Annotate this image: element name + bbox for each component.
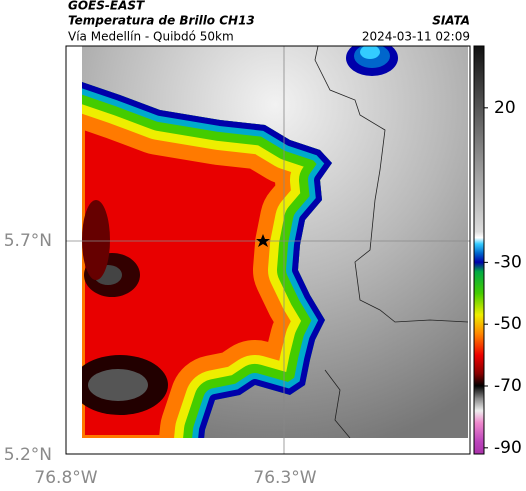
y-axis-label: 5.2°N: [4, 445, 52, 465]
timestamp: 2024-03-11 02:09: [362, 30, 470, 44]
satellite-image: [65, 45, 471, 455]
x-axis-label: 76.8°W: [34, 468, 97, 488]
subtitle: Vía Medellín - Quibdó 50km: [68, 30, 234, 44]
colorbar: [473, 45, 485, 455]
location-star: [256, 234, 270, 247]
x-axis-label: 76.3°W: [253, 468, 316, 488]
colorbar-tick-label: -30: [494, 252, 522, 272]
title: Temperatura de Brillo CH13: [68, 14, 255, 28]
y-axis-label: 5.7°N: [4, 231, 52, 251]
colorbar-tick-label: -90: [494, 438, 522, 458]
cloud: [82, 80, 332, 438]
map-frame: [65, 45, 471, 455]
colorbar-tick-label: 20: [494, 98, 516, 118]
source: GOES-EAST: [68, 0, 145, 13]
colorbar-tick-label: -70: [494, 376, 522, 396]
colorbar-tick-label: -50: [494, 314, 522, 334]
org: SIATA: [432, 14, 470, 28]
